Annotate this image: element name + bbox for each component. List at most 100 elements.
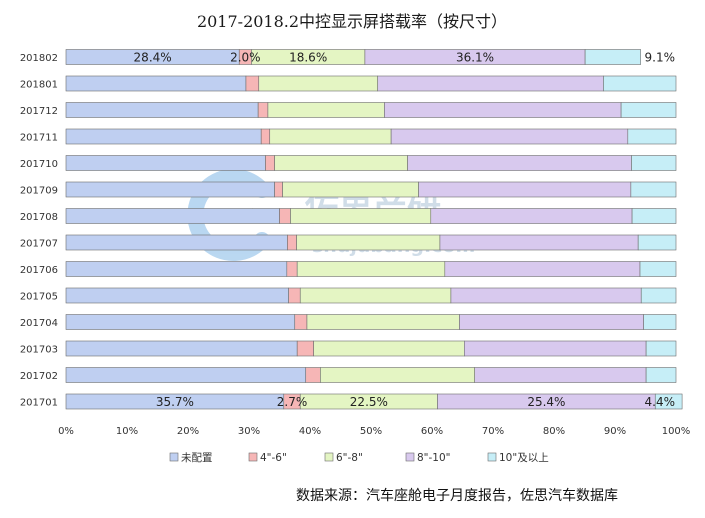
bar-segment (65, 75, 247, 92)
bar-segment (645, 367, 677, 383)
category-label: 201710 (20, 159, 58, 170)
bars-group (65, 49, 683, 410)
bar-segment (245, 75, 260, 92)
bar-segment (296, 340, 314, 357)
bar-segment (620, 102, 677, 118)
legend-label: 6"-8" (336, 452, 363, 464)
legend-swatch (324, 452, 334, 462)
bar-segment (286, 261, 298, 277)
bar-segment (631, 155, 677, 171)
bar-segment (279, 208, 291, 224)
bar-segment (282, 181, 419, 198)
source-note: 数据来源：汽车座舱电子月度报告，佐思汽车数据库 (296, 487, 618, 504)
x-tick-label: 20% (177, 426, 199, 437)
bar-segment (450, 287, 642, 304)
category-labels: 201802 201801 201712 201711 201710 201709 2017… (20, 53, 58, 409)
x-tick-label: 50% (360, 426, 382, 437)
bar-segment (305, 367, 321, 383)
bar-segment (260, 128, 271, 145)
bar-segment (645, 340, 677, 357)
bar-segment (603, 75, 677, 92)
category-label: 201708 (20, 212, 58, 223)
bar-segment (65, 208, 280, 224)
bar-segment (444, 261, 641, 277)
category-label: 201701 (20, 398, 58, 409)
bar-segment (637, 234, 677, 251)
data-label: 9.1% (645, 51, 676, 65)
data-label: 18.6% (289, 51, 327, 65)
legend-label: 4"-6" (260, 452, 287, 464)
legend-swatch (248, 452, 258, 462)
data-label: 22.5% (350, 395, 388, 409)
data-label: 4.4% (645, 395, 676, 409)
bar-segment (631, 208, 677, 224)
bar-segment (265, 155, 275, 171)
bar-segment (464, 340, 647, 357)
bar-segment (377, 75, 604, 92)
legend-swatch (169, 452, 179, 462)
data-label: 2.7% (277, 395, 308, 409)
bar-segment (320, 367, 475, 383)
bar-segment (65, 287, 289, 304)
bar-segment (430, 208, 633, 224)
bar-segment (306, 314, 460, 330)
bar-segment (296, 234, 441, 251)
category-label: 201707 (20, 239, 58, 250)
legend-label: 8"-10" (417, 452, 451, 464)
bar-segment (65, 102, 259, 118)
data-label: 2.0% (230, 51, 261, 65)
data-label: 25.4% (527, 395, 565, 409)
bar-segment (65, 367, 307, 383)
data-labels: 28.4% 2.0% 18.6% 36.1% 9.1% 35.7% 2.7% 22.5% 25.… (134, 51, 675, 410)
x-tick-label: 30% (238, 426, 260, 437)
category-label: 201712 (20, 106, 58, 117)
bar-segment (258, 75, 379, 92)
category-label: 201702 (20, 371, 58, 382)
x-tick-label: 60% (421, 426, 443, 437)
bar-segment (299, 287, 452, 304)
bar-segment (257, 102, 269, 118)
bar-segment (65, 234, 288, 251)
bar-segment (65, 128, 262, 145)
x-tick-label: 40% (299, 426, 321, 437)
bar-segment (643, 314, 677, 330)
bar-segment (65, 261, 288, 277)
legend-label: 未配置 (181, 452, 213, 464)
bar-segment (65, 181, 275, 198)
bar-segment (288, 287, 301, 304)
category-label: 201706 (20, 265, 58, 276)
bar-segment (274, 155, 408, 171)
x-tick-label: 100% (662, 426, 691, 437)
bar-segment (296, 261, 446, 277)
bar-segment (639, 261, 677, 277)
category-label: 201711 (20, 133, 58, 144)
data-label: 36.1% (456, 51, 494, 65)
bar-segment (267, 102, 385, 118)
bar-segment (313, 340, 465, 357)
chart-title: 2017-2018.2中控显示屏搭载率（按尺寸） (197, 12, 507, 31)
legend-swatch (405, 452, 415, 462)
bar-segment (459, 314, 644, 330)
bar-segment (274, 181, 283, 198)
bar-segment (654, 393, 683, 410)
category-label: 201709 (20, 186, 58, 197)
bar-segment (418, 181, 632, 198)
data-label: 35.7% (156, 395, 194, 409)
x-tick-label: 0% (58, 426, 74, 437)
legend-label: 10"及以上 (499, 452, 549, 464)
bar-segment (439, 234, 639, 251)
category-label: 201704 (20, 318, 58, 329)
bar-segment (290, 208, 432, 224)
category-label: 201705 (20, 292, 58, 303)
x-tick-label: 80% (543, 426, 565, 437)
bar-segment (640, 287, 677, 304)
bar-segment (294, 314, 308, 330)
bar-segment (65, 155, 266, 171)
bar-segment (474, 367, 647, 383)
bar-segment (584, 49, 641, 65)
legend: 未配置 4"-6" 6"-8" 8"-10" 10"及以上 (169, 452, 549, 464)
bar-segment (390, 128, 629, 145)
category-label: 201801 (20, 80, 58, 91)
